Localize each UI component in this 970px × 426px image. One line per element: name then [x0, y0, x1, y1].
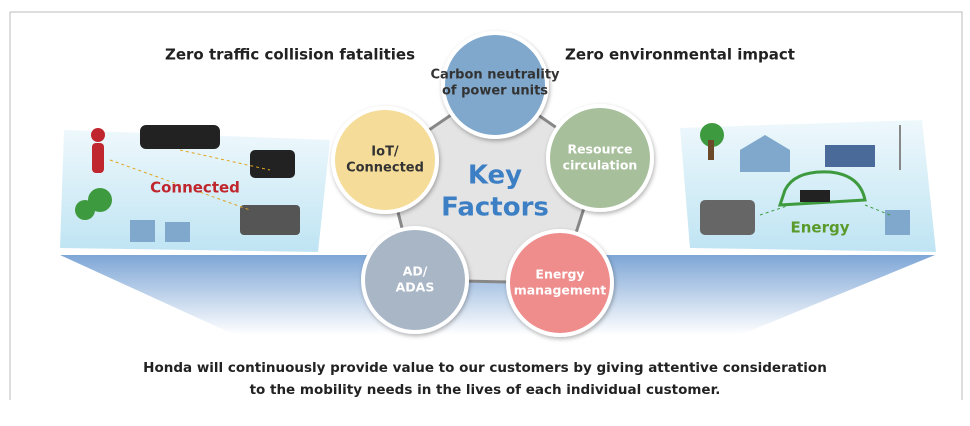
panel-label: Energy	[790, 219, 849, 237]
factor-circle	[546, 104, 654, 212]
footer-text: to the mobility needs in the lives of ea…	[250, 382, 721, 398]
right-icons	[700, 123, 910, 235]
factor-label: of power units	[442, 84, 548, 99]
factor-label: ADAS	[396, 280, 435, 295]
factor-label: IoT/	[371, 145, 399, 160]
factor-circle	[331, 106, 439, 214]
factor-label: Carbon neutrality	[430, 68, 560, 83]
factor-label: circulation	[563, 158, 638, 173]
heading: Zero traffic collision fatalities	[165, 46, 415, 64]
center-label: Factors	[441, 193, 549, 223]
factor-circle	[361, 226, 469, 334]
factor-label: Resource	[567, 142, 632, 157]
center-label: Key	[468, 161, 522, 191]
factor-label: management	[514, 283, 607, 298]
left-icons	[75, 125, 300, 242]
panel-label: Connected	[150, 179, 240, 197]
footer-text: Honda will continuously provide value to…	[143, 360, 827, 376]
factor-circle	[506, 229, 614, 337]
frame	[9, 11, 963, 400]
heading: Zero environmental impact	[565, 46, 795, 64]
factor-label: AD/	[403, 264, 428, 279]
factor-circle	[441, 31, 549, 139]
funnel	[60, 255, 935, 335]
factor-label: Energy	[535, 267, 584, 282]
factor-label: Connected	[346, 161, 424, 176]
